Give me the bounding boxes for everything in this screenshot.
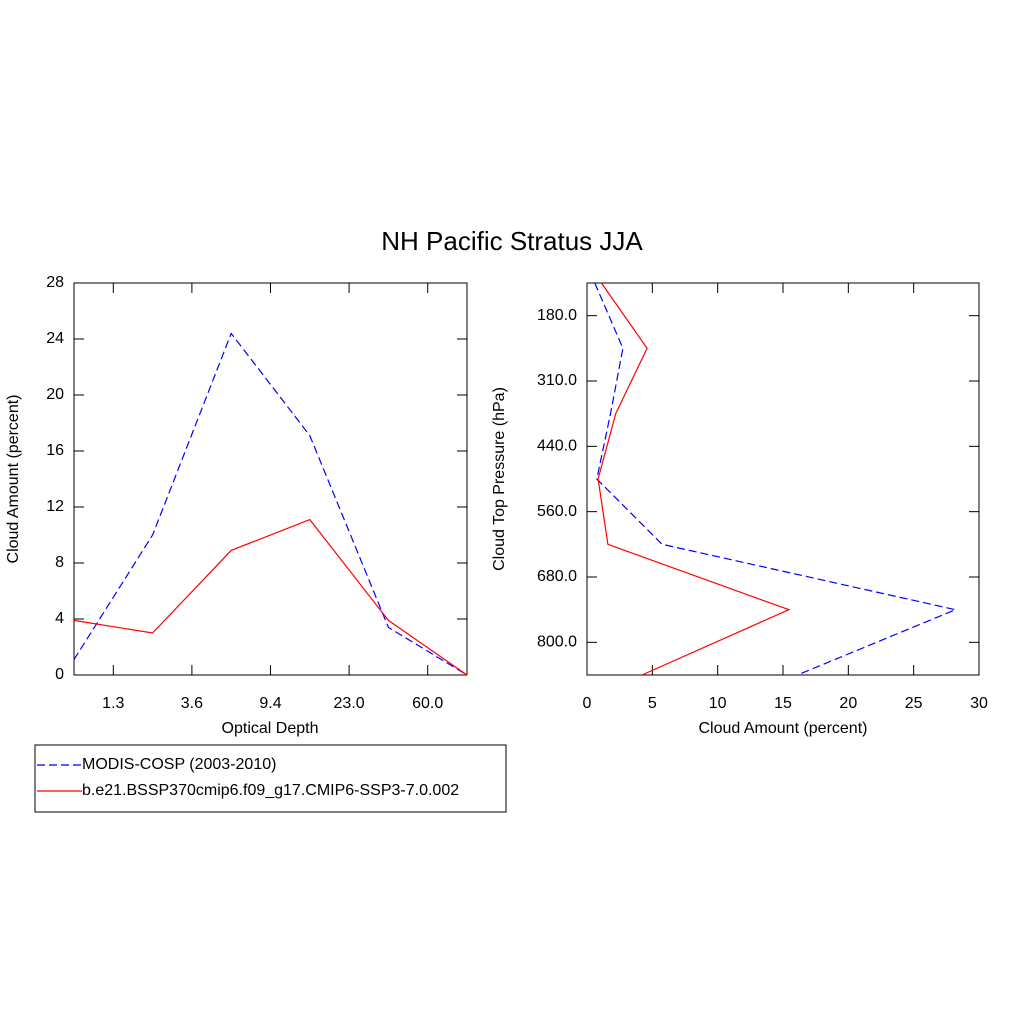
x-tick-label: 5: [648, 695, 657, 712]
y-tick-label: 560.0: [537, 503, 577, 520]
y-tick-label: 16: [46, 442, 64, 459]
x-tick-label: 23.0: [334, 695, 365, 712]
y-axis-label: Cloud Amount (percent): [5, 395, 22, 564]
x-tick-label: 60.0: [412, 695, 443, 712]
x-tick-label: 10: [709, 695, 727, 712]
y-tick-label: 680.0: [537, 568, 577, 585]
x-tick-label: 25: [905, 695, 923, 712]
legend-label: b.e21.BSSP370cmip6.f09_g17.CMIP6-SSP3-7.…: [82, 782, 459, 799]
y-tick-label: 20: [46, 386, 64, 403]
legend-box: [34, 744, 507, 813]
y-tick-label: 28: [46, 274, 64, 291]
chart-title: NH Pacific Stratus JJA: [381, 226, 643, 256]
x-axis-label: Cloud Amount (percent): [699, 720, 868, 737]
x-axis-label: Optical Depth: [222, 720, 319, 737]
x-tick-label: 3.6: [181, 695, 203, 712]
y-tick-label: 8: [55, 554, 64, 571]
y-tick-label: 180.0: [537, 307, 577, 324]
x-tick-label: 30: [970, 695, 988, 712]
series-line: [73, 332, 468, 676]
y-tick-label: 0: [55, 666, 64, 683]
y-tick-label: 800.0: [537, 634, 577, 651]
series-line: [73, 518, 468, 676]
y-tick-label: 440.0: [537, 438, 577, 455]
series-line: [597, 282, 791, 676]
legend-label: MODIS-COSP (2003-2010): [82, 756, 276, 773]
x-tick-label: 15: [774, 695, 792, 712]
y-tick-label: 12: [46, 498, 64, 515]
y-tick-label: 24: [46, 330, 64, 347]
x-tick-label: 1.3: [102, 695, 124, 712]
y-tick-label: 4: [55, 610, 64, 627]
x-tick-label: 20: [839, 695, 857, 712]
y-tick-label: 310.0: [537, 372, 577, 389]
y-axis-label: Cloud Top Pressure (hPa): [491, 387, 508, 571]
series-line: [594, 282, 958, 676]
x-tick-label: 9.4: [259, 695, 281, 712]
x-tick-label: 0: [583, 695, 592, 712]
